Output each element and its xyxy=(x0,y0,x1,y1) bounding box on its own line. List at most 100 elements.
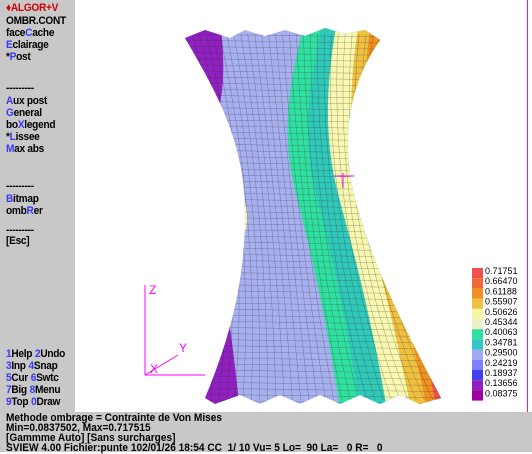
menu-separator: --------- xyxy=(6,82,34,94)
status-line-method: Methode ombrage = Contrainte de Von Mise… xyxy=(6,412,223,424)
legend-swatch xyxy=(472,339,483,350)
legend-value: 0.29500 xyxy=(485,348,518,358)
menu-item-eclairage[interactable]: Eclairage xyxy=(6,40,49,51)
axis-z-label: Z xyxy=(149,283,156,297)
menu-item-suffix: ax abs xyxy=(14,143,45,155)
mesh-line xyxy=(185,393,441,399)
menu-item-suffix: ost xyxy=(16,51,31,63)
fkey-label[interactable]: Undo xyxy=(40,348,66,360)
mesh-line xyxy=(336,33,392,401)
legend-value: 0.13656 xyxy=(485,378,518,388)
viewport[interactable]: Z X Y 0.71751 0.66470 0.61188 0.55907 0.5062… xyxy=(75,0,532,412)
menu-hotkey: B xyxy=(6,193,14,205)
legend-swatch xyxy=(472,288,483,299)
function-key-row: 5Cur 6Swtc xyxy=(6,373,59,384)
legend-swatch xyxy=(472,349,483,360)
legend-value: 0.24219 xyxy=(485,358,518,368)
legend-value: 0.40063 xyxy=(485,327,518,337)
mesh-line xyxy=(342,33,400,401)
menu-item-prefix: omb xyxy=(6,205,27,217)
menu-hotkey: A xyxy=(6,95,14,107)
menu-item-facecache[interactable]: faceCache xyxy=(6,28,54,39)
function-key-row: 7Big 8Menu xyxy=(6,384,61,396)
coordinate-axes: Z X Y xyxy=(144,283,205,376)
menu-hotkey: L xyxy=(9,131,16,143)
menu-item-prefix: bo xyxy=(6,119,18,131)
menu-separator: --------- xyxy=(6,180,34,192)
menu-item-lissee[interactable]: *Lissee xyxy=(6,132,40,143)
fkey-number: 7 xyxy=(6,384,12,396)
fkey-label[interactable]: Snap xyxy=(33,360,58,372)
legend-swatch xyxy=(472,370,483,381)
mesh-line xyxy=(348,33,409,401)
status-bar: Methode ombrage = Contrainte de Von Mise… xyxy=(0,412,532,454)
menu-item-auxpost[interactable]: Aux post xyxy=(6,96,47,107)
menu-item-esc[interactable]: [Esc] xyxy=(6,235,30,247)
fkey-label[interactable]: Menu xyxy=(34,384,61,396)
menu-hotkey: M xyxy=(6,143,15,155)
legend-value: 0.55907 xyxy=(485,297,518,307)
mesh-line xyxy=(303,33,351,401)
legend-value: 0.18937 xyxy=(485,368,518,378)
menu-item-boxlegend[interactable]: boXlegend xyxy=(6,119,56,131)
mesh-line xyxy=(268,33,310,401)
mesh-line xyxy=(247,33,285,401)
legend-swatch xyxy=(472,308,483,319)
fkey-label[interactable]: Cur xyxy=(11,372,28,384)
legend-value: 0.61188 xyxy=(485,286,517,296)
menu-item-ombrcont[interactable]: OMBR.CONT xyxy=(6,16,66,27)
legend-value: 0.66470 xyxy=(485,276,518,286)
legend-swatch xyxy=(472,268,483,279)
mesh-line xyxy=(185,381,441,386)
menu-item-post[interactable]: *Post xyxy=(6,52,31,63)
mesh-line xyxy=(226,33,261,401)
menu-item-suffix: clairage xyxy=(12,39,49,51)
menu-hotkey: X xyxy=(17,119,25,131)
menu-item-ombrer[interactable]: ombRer xyxy=(6,206,43,217)
frame-edge xyxy=(527,0,528,412)
fkey-label[interactable]: Inp xyxy=(11,360,26,372)
menu-item-suffix: ache xyxy=(32,27,55,39)
fkey-number: 4 xyxy=(28,360,34,372)
menu-item-suffix: er xyxy=(33,205,43,217)
menu-item-bitmap[interactable]: Bitmap xyxy=(6,194,39,205)
legend-value: 0.08375 xyxy=(485,388,518,398)
legend-swatch xyxy=(472,329,483,340)
menu-item-prefix: * xyxy=(6,51,10,63)
fkey-number: 5 xyxy=(6,372,12,384)
cursor-crosshair xyxy=(334,173,354,188)
menu-item-suffix: ux post xyxy=(13,95,48,107)
mesh-line xyxy=(185,387,441,392)
status-line-sview: SVIEW 4.00 Fichier:punte 102/01/26 18:54… xyxy=(6,442,383,454)
menu-separator: --------- xyxy=(6,224,34,236)
fkey-label[interactable]: Swtc xyxy=(36,372,59,384)
fkey-label[interactable]: Help xyxy=(11,348,33,360)
menu-item-general[interactable]: General xyxy=(6,108,42,119)
fkey-number: 3 xyxy=(6,360,12,372)
legend-value: 0.71751 xyxy=(485,266,518,276)
fkey-number: 6 xyxy=(30,372,37,384)
axis-x-label: X xyxy=(150,362,158,376)
fkey-label[interactable]: Big xyxy=(11,384,27,396)
menu-item-prefix: * xyxy=(6,131,10,143)
menu-item-maxabs[interactable]: Max abs xyxy=(6,144,44,155)
legend-swatch xyxy=(472,298,483,309)
fkey-label[interactable]: Top xyxy=(11,396,29,408)
fkey-label[interactable]: Draw xyxy=(36,396,61,408)
menu-hotkey: E xyxy=(6,39,13,51)
legend-swatch xyxy=(472,380,483,391)
mesh-line xyxy=(282,33,326,401)
menu-item-prefix: face xyxy=(6,27,26,39)
app-title: ♦ALGOR+V xyxy=(6,2,59,14)
mesh-line xyxy=(240,33,277,401)
model-view: Z X Y 0.717510.664700.611880.559070.5062… xyxy=(144,0,528,412)
mesh-line xyxy=(275,33,318,401)
legend-swatch xyxy=(472,390,483,401)
mesh-line xyxy=(317,33,367,401)
menu-item-suffix: issee xyxy=(15,131,40,143)
menu-item-suffix: eneral xyxy=(13,107,42,119)
legend-swatch xyxy=(472,319,483,330)
legend-swatch xyxy=(472,278,483,289)
axis-y-label: Y xyxy=(179,341,187,355)
mesh-line xyxy=(185,363,441,368)
